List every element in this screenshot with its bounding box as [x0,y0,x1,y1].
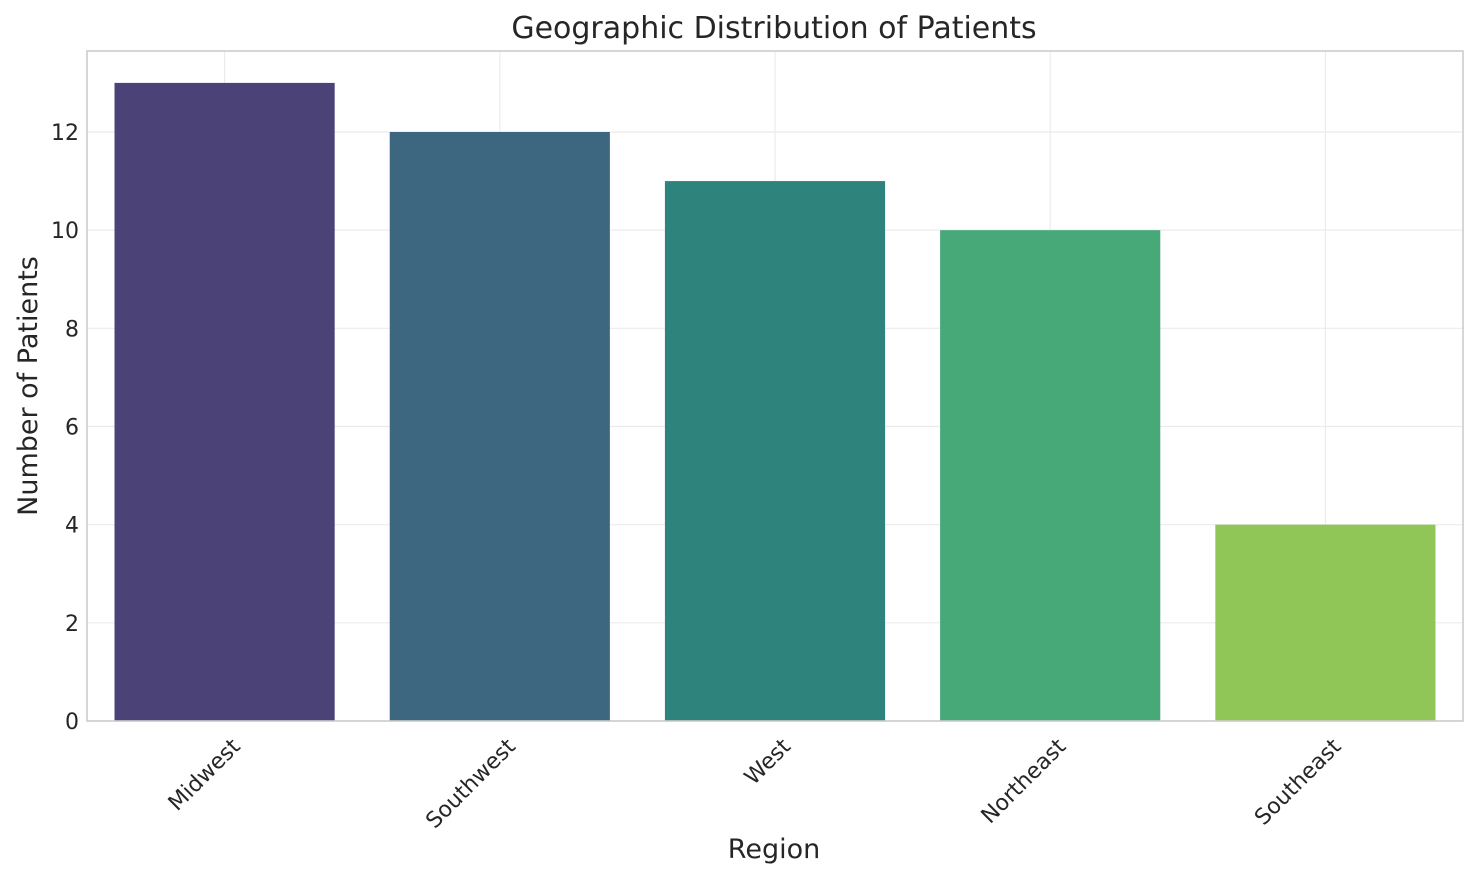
bar-west [664,181,886,722]
x-tick-label: Midwest [164,734,246,816]
y-tick-label: 6 [65,415,79,440]
plot-frame [86,50,1464,722]
y-axis-ticks: 0 2 4 6 8 10 12 [51,121,79,735]
y-tick-label: 10 [51,219,79,244]
y-tick-label: 8 [65,317,79,342]
y-tick-label: 12 [51,121,79,146]
x-tick-label: Northeast [977,734,1072,829]
y-tick-label: 2 [65,612,79,637]
bar-midwest [114,82,335,721]
x-axis-ticks: Midwest Southwest West Northeast Southeast [164,734,1347,834]
bar-southwest [389,131,610,721]
x-tick-label: West [740,734,796,790]
y-tick-label: 0 [65,710,79,735]
bars [114,82,1436,722]
bar-southeast [1215,524,1436,721]
x-tick-label: Southeast [1250,734,1346,830]
y-tick-label: 4 [65,514,79,539]
x-axis-label: Region [728,834,820,865]
x-tick-label: Southwest [421,734,521,834]
chart-title: Geographic Distribution of Patients [511,11,1036,46]
y-axis-label: Number of Patients [13,256,44,516]
bar-northeast [940,230,1161,721]
